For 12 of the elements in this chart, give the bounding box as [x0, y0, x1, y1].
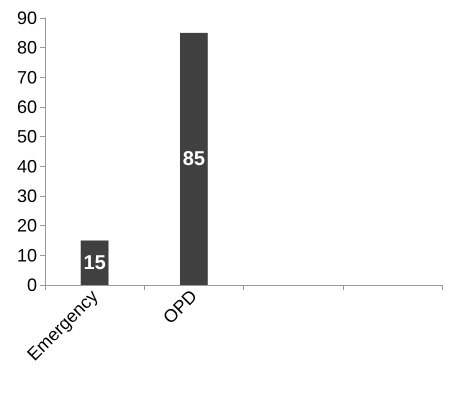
y-tick-label: 60 [16, 97, 37, 117]
y-tick-label: 20 [16, 216, 37, 236]
y-tick-label: 10 [16, 245, 37, 266]
y-tick-label: 0 [26, 275, 37, 295]
y-tick-label: 80 [16, 38, 37, 58]
data-label: 15 [84, 252, 106, 274]
y-tick-label: 90 [16, 8, 37, 28]
y-tick-label: 50 [16, 126, 37, 147]
y-tick-label: 70 [16, 67, 37, 88]
data-label: 85 [182, 148, 205, 170]
y-tick-label: 30 [16, 186, 37, 206]
y-tick-label: 40 [16, 156, 37, 176]
